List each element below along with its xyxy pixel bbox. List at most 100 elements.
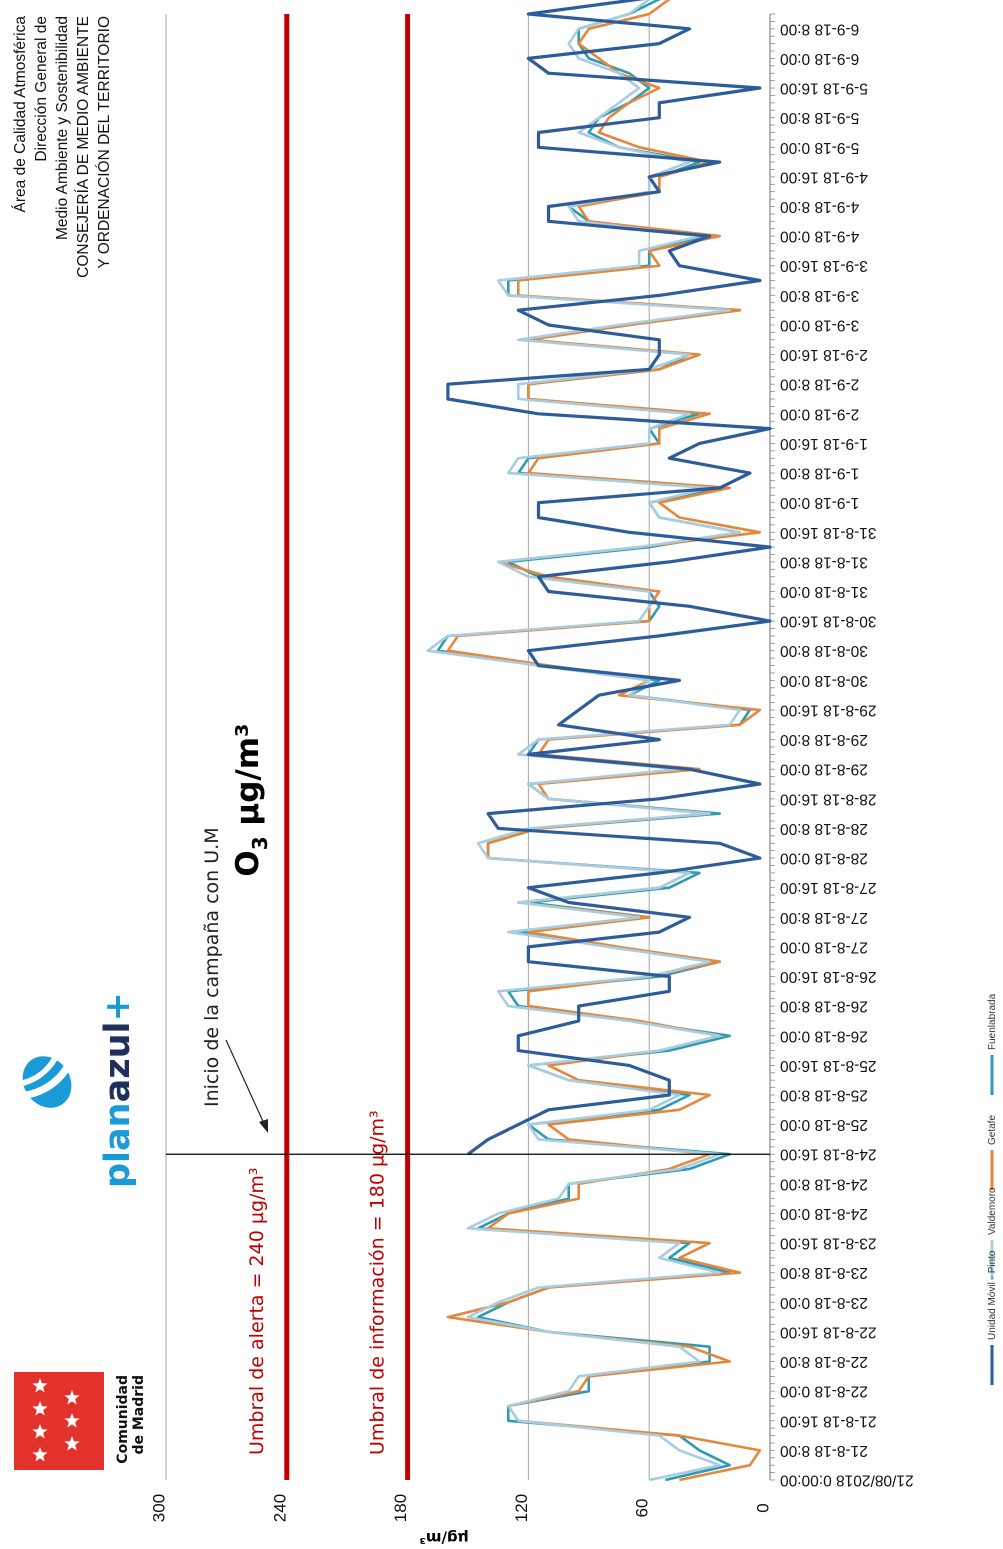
- comunidad-label-line1: Comunidad: [115, 1375, 131, 1464]
- x-tick-label: 31-8-18 16:00: [780, 524, 877, 541]
- star-icon: [64, 1390, 80, 1405]
- y-tick-label: 60: [633, 1499, 652, 1518]
- y-tick-label: 120: [512, 1494, 531, 1522]
- series-line: [446, 0, 772, 1156]
- x-tick-label: 4-9-18 8:00: [780, 198, 860, 215]
- x-tick-label: 27-8-18 0:00: [780, 938, 868, 955]
- x-tick-label: 21-8-18 8:00: [780, 1442, 868, 1459]
- x-tick-label: 28-8-18 8:00: [780, 820, 868, 837]
- header-line-4: CONSEJERÍA DE MEDIO AMBIENTE: [75, 16, 92, 278]
- campaign-start-annotation: Inicio de la campaña con U.M: [201, 827, 223, 1107]
- annotation-arrowhead: [259, 1119, 268, 1133]
- x-tick-label: 27-8-18 16:00: [780, 879, 877, 896]
- legend-label: Unidad Móvil - Pinto: [987, 1250, 998, 1340]
- x-tick-label: 30-8-18 0:00: [780, 672, 868, 689]
- y-tick-label: 240: [270, 1494, 289, 1522]
- x-tick-label: 22-8-18 16:00: [780, 1323, 877, 1340]
- x-tick-label: 28-8-18 16:00: [780, 790, 877, 807]
- star-icon: [32, 1447, 48, 1462]
- x-tick-label: 27-8-18 8:00: [780, 909, 868, 926]
- star-icon: [64, 1413, 80, 1428]
- title-main: O: [230, 850, 266, 876]
- x-tick-label: 1-9-18 16:00: [780, 435, 868, 452]
- legend-label: Valdemoro: [987, 1187, 998, 1235]
- x-tick-label: 5-9-18 16:00: [780, 80, 868, 97]
- x-tick-label: 2-9-18 0:00: [780, 405, 860, 422]
- planazul-word-azul: azul: [98, 1022, 138, 1103]
- x-tick-label: 3-9-18 0:00: [780, 316, 860, 333]
- y-tick-label: 0: [754, 1503, 773, 1512]
- y-axis: 0 60 120 180 240 300: [150, 1494, 773, 1522]
- star-icon: [32, 1401, 48, 1416]
- x-tick-label: 29-8-18 16:00: [780, 701, 877, 718]
- x-tick-label: 23-8-18 0:00: [780, 1294, 868, 1311]
- x-tick-label: 26-8-18 0:00: [780, 1027, 868, 1044]
- comunidad-flag: [14, 1372, 104, 1470]
- x-tick-label: 2-9-18 16:00: [780, 346, 868, 363]
- y-tick-label: 300: [150, 1494, 169, 1522]
- x-tick-label: 21-8-18 16:00: [780, 1412, 877, 1429]
- x-tick-label: 26-8-18 8:00: [780, 998, 868, 1015]
- header-line-2: Dirección General de: [33, 16, 50, 162]
- x-tick-label: 3-9-18 16:00: [780, 257, 868, 274]
- thresholds: Umbral de alerta = 240 µg/m³ Umbral de in…: [246, 14, 411, 1480]
- x-tick-label: 6-9-18 8:00: [780, 20, 860, 37]
- x-tick-label: 30-8-18 16:00: [780, 613, 877, 630]
- x-tick-label: 1-9-18 0:00: [780, 494, 860, 511]
- header-line-3: Medio Ambiente y Sostenibilidad: [54, 16, 71, 240]
- star-icon: [64, 1436, 80, 1451]
- x-tick-label: 25-8-18 0:00: [780, 1116, 868, 1133]
- chart-title: O3 µg/m³: [230, 723, 272, 876]
- x-tick-label: 25-8-18 8:00: [780, 1086, 868, 1103]
- legend: Fuenlabrada Getafe Valdemoro Unidad Móvil -…: [987, 993, 998, 1385]
- series-line: [446, 0, 762, 1482]
- y-tick-label: 180: [391, 1494, 410, 1522]
- x-tick-label: 30-8-18 8:00: [780, 642, 868, 659]
- annotation-arrow: [225, 1039, 267, 1129]
- x-tick-label: 24-8-18 16:00: [780, 1146, 877, 1163]
- x-tick-label: 26-8-18 16:00: [780, 968, 877, 985]
- header-line-5: Y ORDENACIÓN DEL TERRITORIO: [96, 16, 113, 269]
- star-icon: [32, 1378, 48, 1393]
- x-tick-label: 22-8-18 0:00: [780, 1383, 868, 1400]
- x-tick-label: 4-9-18 0:00: [780, 228, 860, 245]
- x-tick-label: 1-9-18 8:00: [780, 465, 860, 482]
- star-icon: [32, 1424, 48, 1439]
- x-tick-label: 23-8-18 8:00: [780, 1264, 868, 1281]
- x-tick-label: 5-9-18 8:00: [780, 109, 860, 126]
- x-tick-label: 4-9-18 16:00: [780, 168, 868, 185]
- x-tick-label: 24-8-18 0:00: [780, 1205, 868, 1222]
- series: [426, 0, 772, 1482]
- x-tick-label: 31-8-18 0:00: [780, 583, 868, 600]
- x-tick-label: 29-8-18 0:00: [780, 761, 868, 778]
- planazul-plus: +: [98, 992, 138, 1021]
- legend-label: Fuenlabrada: [987, 993, 998, 1050]
- comunidad-de-madrid-logo: Comunidad de Madrid: [14, 1372, 147, 1470]
- title-sub: 3: [248, 836, 272, 850]
- series-line: [426, 0, 742, 1482]
- title-unit: µg/m³: [230, 723, 266, 836]
- y-axis-label: µg/m³: [419, 1529, 468, 1547]
- planazul-word-plan: plan: [98, 1102, 138, 1188]
- star-icons: [32, 1378, 80, 1462]
- header: Área de Calidad Atmosférica Dirección Ge…: [12, 16, 113, 278]
- threshold-label: Umbral de alerta = 240 µg/m³: [246, 1167, 268, 1455]
- x-tick-label: 24-8-18 8:00: [780, 1175, 868, 1192]
- x-tick-label: 31-8-18 8:00: [780, 553, 868, 570]
- campaign-marker: Inicio de la campaña con U.M: [166, 827, 770, 1155]
- comunidad-label-line2: de Madrid: [131, 1375, 147, 1455]
- x-tick-label: 28-8-18 0:00: [780, 850, 868, 867]
- threshold-label: Umbral de información = 180 µg/m³: [367, 1110, 389, 1455]
- legend-label: Getafe: [987, 1115, 998, 1145]
- x-tick-label: 22-8-18 8:00: [780, 1353, 868, 1370]
- header-line-1: Área de Calidad Atmosférica: [12, 16, 29, 213]
- planazul-logo: planazul+: [21, 992, 138, 1188]
- x-tick-label: 21/08/2018 0:00:00: [780, 1472, 914, 1489]
- svg-text:planazul+: planazul+: [98, 992, 138, 1188]
- x-tick-label: 6-9-18 0:00: [780, 50, 860, 67]
- x-tick-label: 23-8-18 16:00: [780, 1235, 877, 1252]
- x-tick-label: 25-8-18 16:00: [780, 1057, 877, 1074]
- x-tick-label: 2-9-18 8:00: [780, 376, 860, 393]
- x-axis: 21/08/2018 0:00:00 21-8-18 8:00 21-8-18 16…: [770, 13, 914, 1489]
